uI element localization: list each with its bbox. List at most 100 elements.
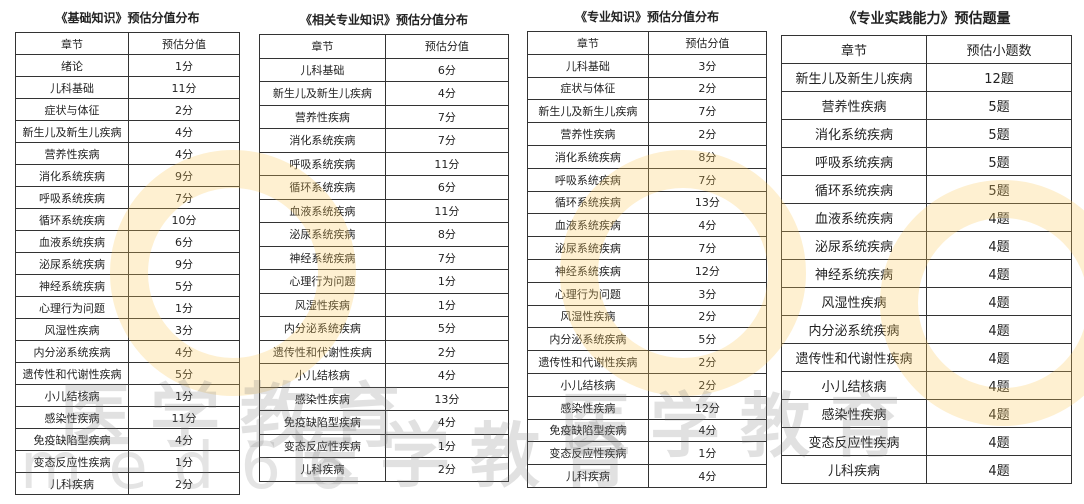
chapter-cell: 血液系统疾病: [781, 203, 927, 232]
estimate-cell: 2分: [128, 472, 240, 495]
estimate-cell: 5分: [384, 316, 510, 341]
table-row: 血液系统疾病 4分: [527, 213, 768, 238]
chapter-cell: 神经系统疾病: [781, 259, 927, 288]
chapter-cell: 感染性疾病: [781, 399, 927, 428]
chapter-cell: 泌尿系统疾病: [781, 231, 927, 260]
table-row: 呼吸系统疾病 5题: [781, 147, 1072, 176]
table-row: 呼吸系统疾病 11分: [259, 151, 510, 176]
table-row: 免疫缺陷型疾病 4分: [527, 418, 768, 443]
table-row: 风湿性疾病 4题: [781, 287, 1072, 316]
chapter-cell: 泌尿系统疾病: [14, 252, 130, 275]
estimate-cell: 12分: [647, 395, 768, 420]
chapter-cell: 儿科疾病: [781, 455, 927, 484]
practice-ability-table-block: 《专业实践能力》预估题量 章节 预估小题数 新生儿及新生儿疾病 12题 营养性疾病 5题 消化…: [781, 11, 1072, 484]
table-row: 小儿结核病 4分: [259, 363, 510, 388]
table-row: 血液系统疾病 4题: [781, 203, 1072, 232]
table-row: 儿科基础 11分: [14, 76, 240, 99]
estimate-cell: 3分: [647, 281, 768, 306]
estimate-cell: 4题: [926, 315, 1072, 344]
chapter-cell: 神经系统疾病: [259, 245, 386, 270]
table-row: 症状与体征 2分: [527, 76, 768, 101]
table-row: 儿科疾病 2分: [259, 457, 510, 482]
chapter-cell: 小儿结核病: [781, 371, 927, 400]
table-row: 小儿结核病 4题: [781, 371, 1072, 400]
chapter-cell: 呼吸系统疾病: [259, 151, 386, 176]
table-row: 风湿性疾病 1分: [259, 292, 510, 317]
chapter-cell: 儿科疾病: [14, 472, 130, 495]
estimate-cell: 5题: [926, 91, 1072, 120]
chapter-cell: 营养性疾病: [527, 122, 649, 146]
table-row: 感染性疾病 13分: [259, 386, 510, 411]
table-row: 神经系统疾病 12分: [527, 258, 768, 283]
table-row: 神经系统疾病 7分: [259, 245, 510, 270]
chapter-cell: 消化系统疾病: [14, 164, 130, 187]
estimate-cell: 11分: [128, 406, 240, 429]
chapter-cell: 呼吸系统疾病: [14, 186, 130, 209]
table-row: 循环系统疾病 13分: [527, 190, 768, 215]
estimate-cell: 6分: [384, 175, 510, 200]
table-row: 新生儿及新生儿疾病 12题: [781, 63, 1072, 92]
table-row: 儿科疾病 4题: [781, 455, 1072, 484]
table-header-row: 章节 预估分值: [14, 32, 240, 55]
chapter-cell: 新生儿及新生儿疾病: [527, 99, 649, 124]
chapter-cell: 消化系统疾病: [259, 128, 386, 153]
table-row: 呼吸系统疾病 7分: [14, 186, 240, 209]
estimate-cell: 4分: [647, 213, 768, 238]
chapter-cell: 消化系统疾病: [527, 144, 649, 169]
chapter-cell: 循环系统疾病: [781, 175, 927, 204]
chapter-cell: 内分泌系统疾病: [781, 315, 927, 344]
estimate-cell: 1分: [647, 441, 768, 466]
chapter-cell: 遗传性和代谢性疾病: [259, 339, 386, 364]
table-row: 症状与体征 2分: [14, 98, 240, 121]
chapter-cell: 新生儿及新生儿疾病: [259, 81, 386, 106]
table-row: 泌尿系统疾病 8分: [259, 222, 510, 247]
estimate-cell: 5分: [128, 274, 240, 297]
table-row: 循环系统疾病 6分: [259, 175, 510, 200]
chapter-cell: 症状与体征: [14, 98, 130, 121]
estimate-cell: 4题: [926, 203, 1072, 232]
header-chapter: 章节: [14, 32, 130, 55]
estimate-cell: 4题: [926, 455, 1072, 484]
table-row: 心理行为问题 1分: [259, 269, 510, 294]
table-row: 变态反应性疾病 4题: [781, 427, 1072, 456]
estimate-cell: 8分: [384, 222, 510, 247]
table-row: 泌尿系统疾病 7分: [527, 236, 768, 260]
table-row: 消化系统疾病 7分: [259, 128, 510, 153]
score-table: 章节 预估分值 绪论 1分 儿科基础 11分 症状与体征 2分 新生儿及新生儿疾病 4分 营养性疾病…: [14, 32, 240, 495]
estimate-cell: 11分: [384, 151, 510, 176]
table-row: 消化系统疾病 5题: [781, 119, 1072, 148]
chapter-cell: 循环系统疾病: [14, 208, 130, 231]
estimate-cell: 4分: [647, 418, 768, 443]
header-chapter: 章节: [527, 31, 649, 55]
estimate-cell: 6分: [128, 230, 240, 253]
table-row: 消化系统疾病 9分: [14, 164, 240, 187]
table-row: 营养性疾病 4分: [14, 142, 240, 165]
estimate-cell: 7分: [647, 236, 768, 260]
chapter-cell: 风湿性疾病: [14, 318, 130, 341]
chapter-cell: 内分泌系统疾病: [527, 327, 649, 352]
table-row: 内分泌系统疾病 4分: [14, 340, 240, 363]
estimate-cell: 4题: [926, 399, 1072, 428]
table-row: 呼吸系统疾病 7分: [527, 167, 768, 192]
header-estimate: 预估分值: [384, 34, 510, 59]
table-row: 变态反应性疾病 1分: [259, 433, 510, 458]
estimate-cell: 5分: [128, 362, 240, 385]
estimate-cell: 13分: [384, 386, 510, 411]
estimate-cell: 4题: [926, 371, 1072, 400]
chapter-cell: 小儿结核病: [14, 384, 130, 407]
chapter-cell: 血液系统疾病: [259, 198, 386, 223]
chapter-cell: 血液系统疾病: [527, 213, 649, 238]
estimate-cell: 1分: [384, 269, 510, 294]
table-row: 循环系统疾病 5题: [781, 175, 1072, 204]
chapter-cell: 消化系统疾病: [781, 119, 927, 148]
header-estimate: 预估分值: [647, 31, 768, 55]
chapter-cell: 风湿性疾病: [527, 304, 649, 329]
table-row: 血液系统疾病 11分: [259, 198, 510, 223]
table-row: 血液系统疾病 6分: [14, 230, 240, 253]
basic-knowledge-table-block: 《基础知识》预估分值分布 章节 预估分值 绪论 1分 儿科基础 11分 症状与体征 2分 新生儿及…: [14, 10, 240, 495]
estimate-cell: 6分: [384, 57, 510, 82]
estimate-cell: 2分: [647, 350, 768, 374]
chapter-cell: 呼吸系统疾病: [781, 147, 927, 176]
table-row: 遗传性和代谢性疾病 2分: [259, 339, 510, 364]
table-row: 新生儿及新生儿疾病 4分: [14, 120, 240, 143]
